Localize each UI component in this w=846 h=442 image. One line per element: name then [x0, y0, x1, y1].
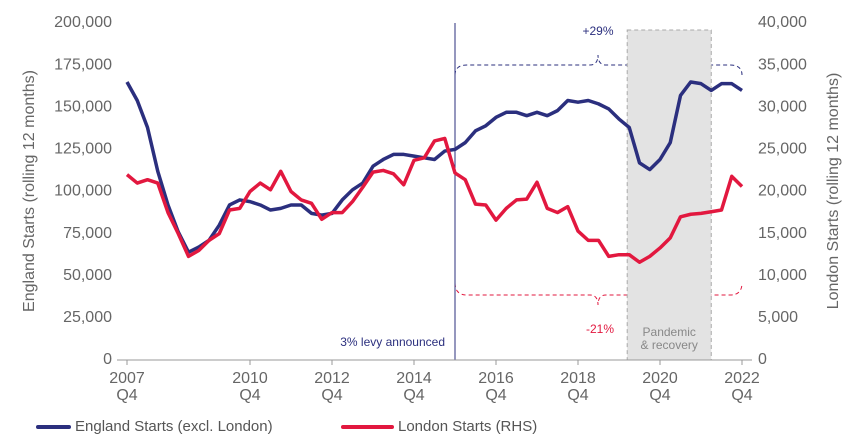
y-axis-title: England Starts (rolling 12 months) — [21, 70, 38, 312]
x-tick-label: 2022 Q4 — [724, 370, 760, 404]
series-line — [125, 136, 744, 265]
y2-tick-label: 35,000 — [758, 56, 807, 73]
y-tick-label: 100,000 — [54, 183, 112, 200]
x-tick-label: 2007 Q4 — [109, 370, 145, 404]
y-tick-label: 125,000 — [54, 141, 112, 158]
y-tick-label: 200,000 — [54, 14, 112, 31]
y2-axis-title: London Starts (rolling 12 months) — [825, 73, 842, 310]
y2-tick-label: 30,000 — [758, 98, 807, 115]
y-tick-label: 75,000 — [63, 225, 112, 242]
y-tick-label: 150,000 — [54, 98, 112, 115]
y2-tick-label: 5,000 — [758, 309, 798, 326]
y2-tick-label: 20,000 — [758, 183, 807, 200]
london-change: -21% — [586, 322, 614, 336]
levy-label: 3% levy announced — [340, 335, 445, 349]
x-tick-label: 2014 Q4 — [396, 370, 432, 404]
y-tick-label: 25,000 — [63, 309, 112, 326]
decrease-bracket — [454, 282, 743, 306]
series-line — [125, 80, 743, 254]
pandemic-label: Pandemic & recovery — [640, 325, 698, 352]
x-tick-label: 2018 Q4 — [560, 370, 596, 404]
increase-bracket — [454, 54, 743, 76]
y2-tick-label: 10,000 — [758, 267, 807, 284]
y-tick-label: 0 — [103, 351, 112, 368]
x-tick-label: 2020 Q4 — [642, 370, 678, 404]
x-tick-label: 2016 Q4 — [478, 370, 514, 404]
y2-tick-label: 40,000 — [758, 14, 807, 31]
legend-label: England Starts (excl. London) — [75, 418, 273, 435]
y2-tick-label: 0 — [758, 351, 767, 368]
england-change: +29% — [582, 24, 613, 38]
x-tick-label: 2010 Q4 — [232, 370, 268, 404]
y2-tick-label: 15,000 — [758, 225, 807, 242]
y-tick-label: 175,000 — [54, 56, 112, 73]
legend-label: London Starts (RHS) — [398, 418, 537, 435]
x-tick-label: 2012 Q4 — [314, 370, 350, 404]
pandemic-shade — [626, 29, 712, 361]
y2-tick-label: 25,000 — [758, 141, 807, 158]
y-tick-label: 50,000 — [63, 267, 112, 284]
